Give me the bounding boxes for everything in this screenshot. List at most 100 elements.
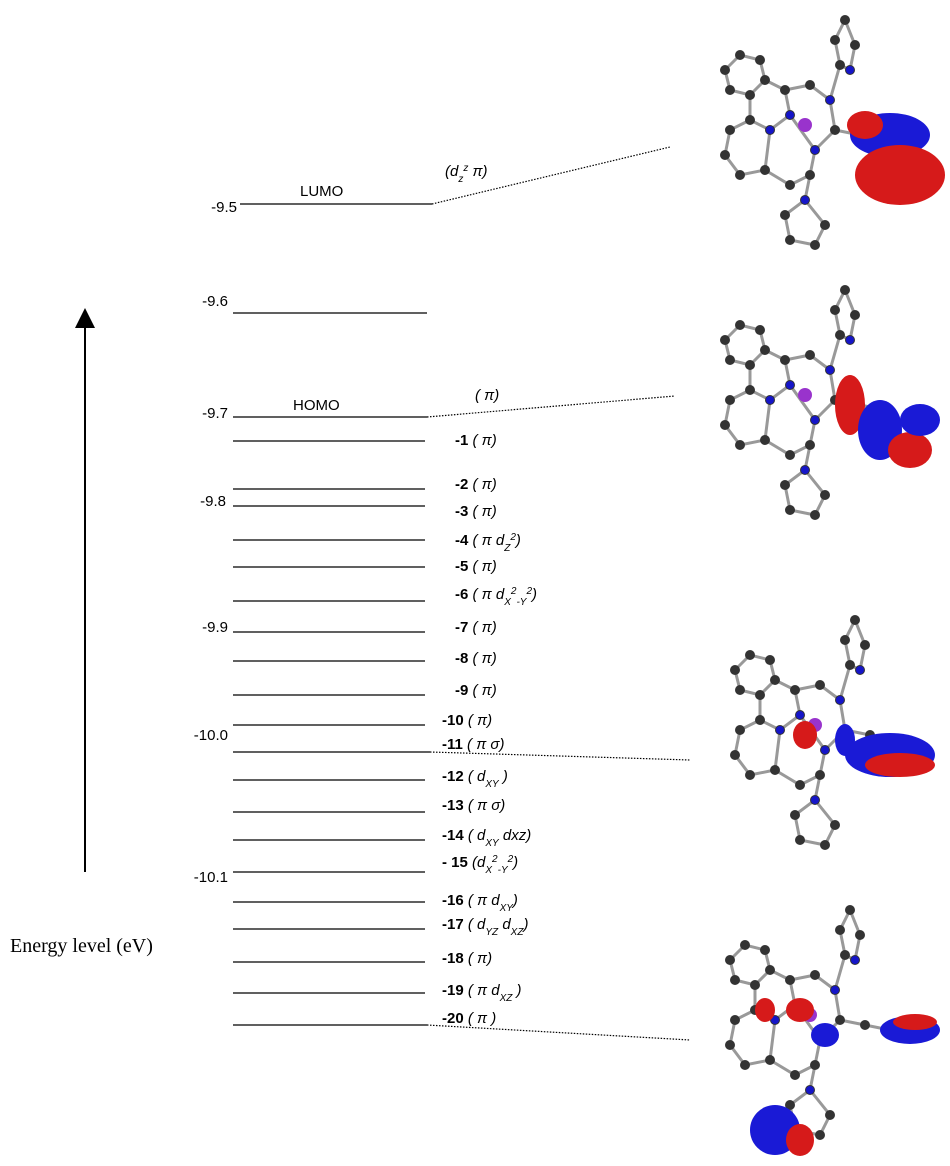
orbital-part: ( d [464,916,486,933]
orbital-label: -6 ( π dX2-Y2) [455,586,537,608]
homo-label: HOMO [293,397,340,414]
orbital-part: ) [512,982,521,999]
axis-tick-label: -9.8 [200,493,226,510]
orbital-part: d [498,916,511,933]
orbital-part: X [503,597,511,608]
orbital-part: ( d [464,768,486,785]
orbital-part: ) [530,586,537,603]
molecule-20 [725,905,940,1156]
orbital-part: ( π) [468,476,496,493]
axis-title: Energy level (eV) [10,935,153,957]
orbital-number: -7 [455,619,468,636]
connector [427,1025,690,1040]
orbital-label: -12 ( dXY ) [442,768,508,790]
orbital-part: XY [499,903,515,914]
orbital-part: 2 [491,854,498,865]
orbital-part: Z [503,543,511,554]
molecule-lumo [720,15,945,250]
orbital-part: XY [484,838,500,849]
orbital-part: ( π) [468,432,496,449]
orbital-part: ( π) [468,619,496,636]
axis-tick-label: -10.0 [194,727,228,744]
orbital-part: (d [468,854,486,871]
orbital-number: -2 [455,476,468,493]
orbital-label: -10 ( π) [442,712,492,729]
orbital-part: ) [521,916,528,933]
axis-tick-label: -9.9 [202,619,228,636]
orbital-part: ) [511,854,518,871]
orbital-number: -11 [442,736,463,753]
orbital-part: ) [499,768,508,785]
orbital-part: ( π σ) [463,736,505,753]
orbital-label: -16 ( π dXY) [442,892,518,914]
orbital-number: -5 [455,558,468,575]
orbital-part: ( π d [464,892,501,909]
orbital-label: -9 ( π) [455,682,497,699]
orbital-part: ) [514,532,521,549]
orbital-label: -5 ( π) [455,558,497,575]
orbital-part: dxz) [499,827,532,844]
orbital-part: XZ [499,993,514,1004]
orbital-part: YZ [485,927,499,938]
orbital-part: ( π) [468,503,496,520]
orbital-number: -17 [442,916,464,933]
orbital-part: ( d [464,827,486,844]
orbital-part: ( π) [468,558,496,575]
orbital-label: -17 ( dYZ dXZ) [442,916,528,938]
orbital-number: - 15 [442,854,468,871]
orbital-number: -9 [455,682,468,699]
molecule-11 [730,615,935,850]
axis-tick-label: -10.1 [194,869,228,886]
orbital-part: π) [468,163,487,180]
orbital-label: -18 ( π) [442,950,492,967]
orbital-label: -20 ( π ) [442,1010,496,1027]
orbital-part: ( π) [464,712,492,729]
orbital-label: -11 ( π σ) [442,736,504,753]
orbital-label: -3 ( π) [455,503,497,520]
lumo-orbital: (dzz π) [445,163,488,185]
orbital-number: -14 [442,827,464,844]
orbital-number: -18 [442,950,464,967]
orbital-number: -4 [455,532,469,549]
orbital-part: ) [511,892,518,909]
orbital-number: -6 [455,586,468,603]
orbital-part: X [484,865,492,876]
axis-tick-label: -9.5 [211,199,237,216]
orbital-number: -8 [455,650,468,667]
orbital-part: 2 [510,586,517,597]
orbital-label: -7 ( π) [455,619,497,636]
orbital-part: -Y [516,597,527,608]
orbital-part: ( π) [464,950,492,967]
orbital-label: -4 ( π dZ2) [455,532,521,554]
orbital-number: -1 [455,432,468,449]
axis-tick-label: -9.7 [202,405,228,422]
orbital-part: ( π d [468,532,505,549]
orbital-number: -13 [442,797,464,814]
orbital-number: -19 [442,982,464,999]
orbital-part: ( π) [468,682,496,699]
orbital-part: XZ [510,927,525,938]
orbital-number: -20 [442,1010,464,1027]
orbital-part: ( π) [475,387,499,404]
orbital-label: -8 ( π) [455,650,497,667]
orbital-label: -14 ( dXY dxz) [442,827,531,849]
orbital-part: ( π d [468,586,505,603]
orbital-part: XY [484,779,500,790]
homo-orbital: ( π) [475,387,499,404]
axis-tick-label: -9.6 [202,293,228,310]
orbital-number: -12 [442,768,464,785]
orbital-part: ( π d [464,982,501,999]
orbital-number: -16 [442,892,464,909]
orbital-part: ( π) [468,650,496,667]
orbital-number: -10 [442,712,464,729]
orbital-part: -Y [498,865,509,876]
orbital-label: - 15 (dX2-Y2) [442,854,518,876]
orbital-label: -19 ( π dXZ ) [442,982,522,1004]
orbital-part: (d [445,163,459,180]
energy-diagram: Energy level (eV) -9.5 -9.6 -9.7 -9.8 -9.9 -1… [0,0,950,1166]
lumo-label: LUMO [300,183,343,200]
connector [427,396,675,417]
orbital-label: -13 ( π σ) [442,797,505,814]
orbital-label: -1 ( π) [455,432,497,449]
orbital-part: z [457,174,463,185]
